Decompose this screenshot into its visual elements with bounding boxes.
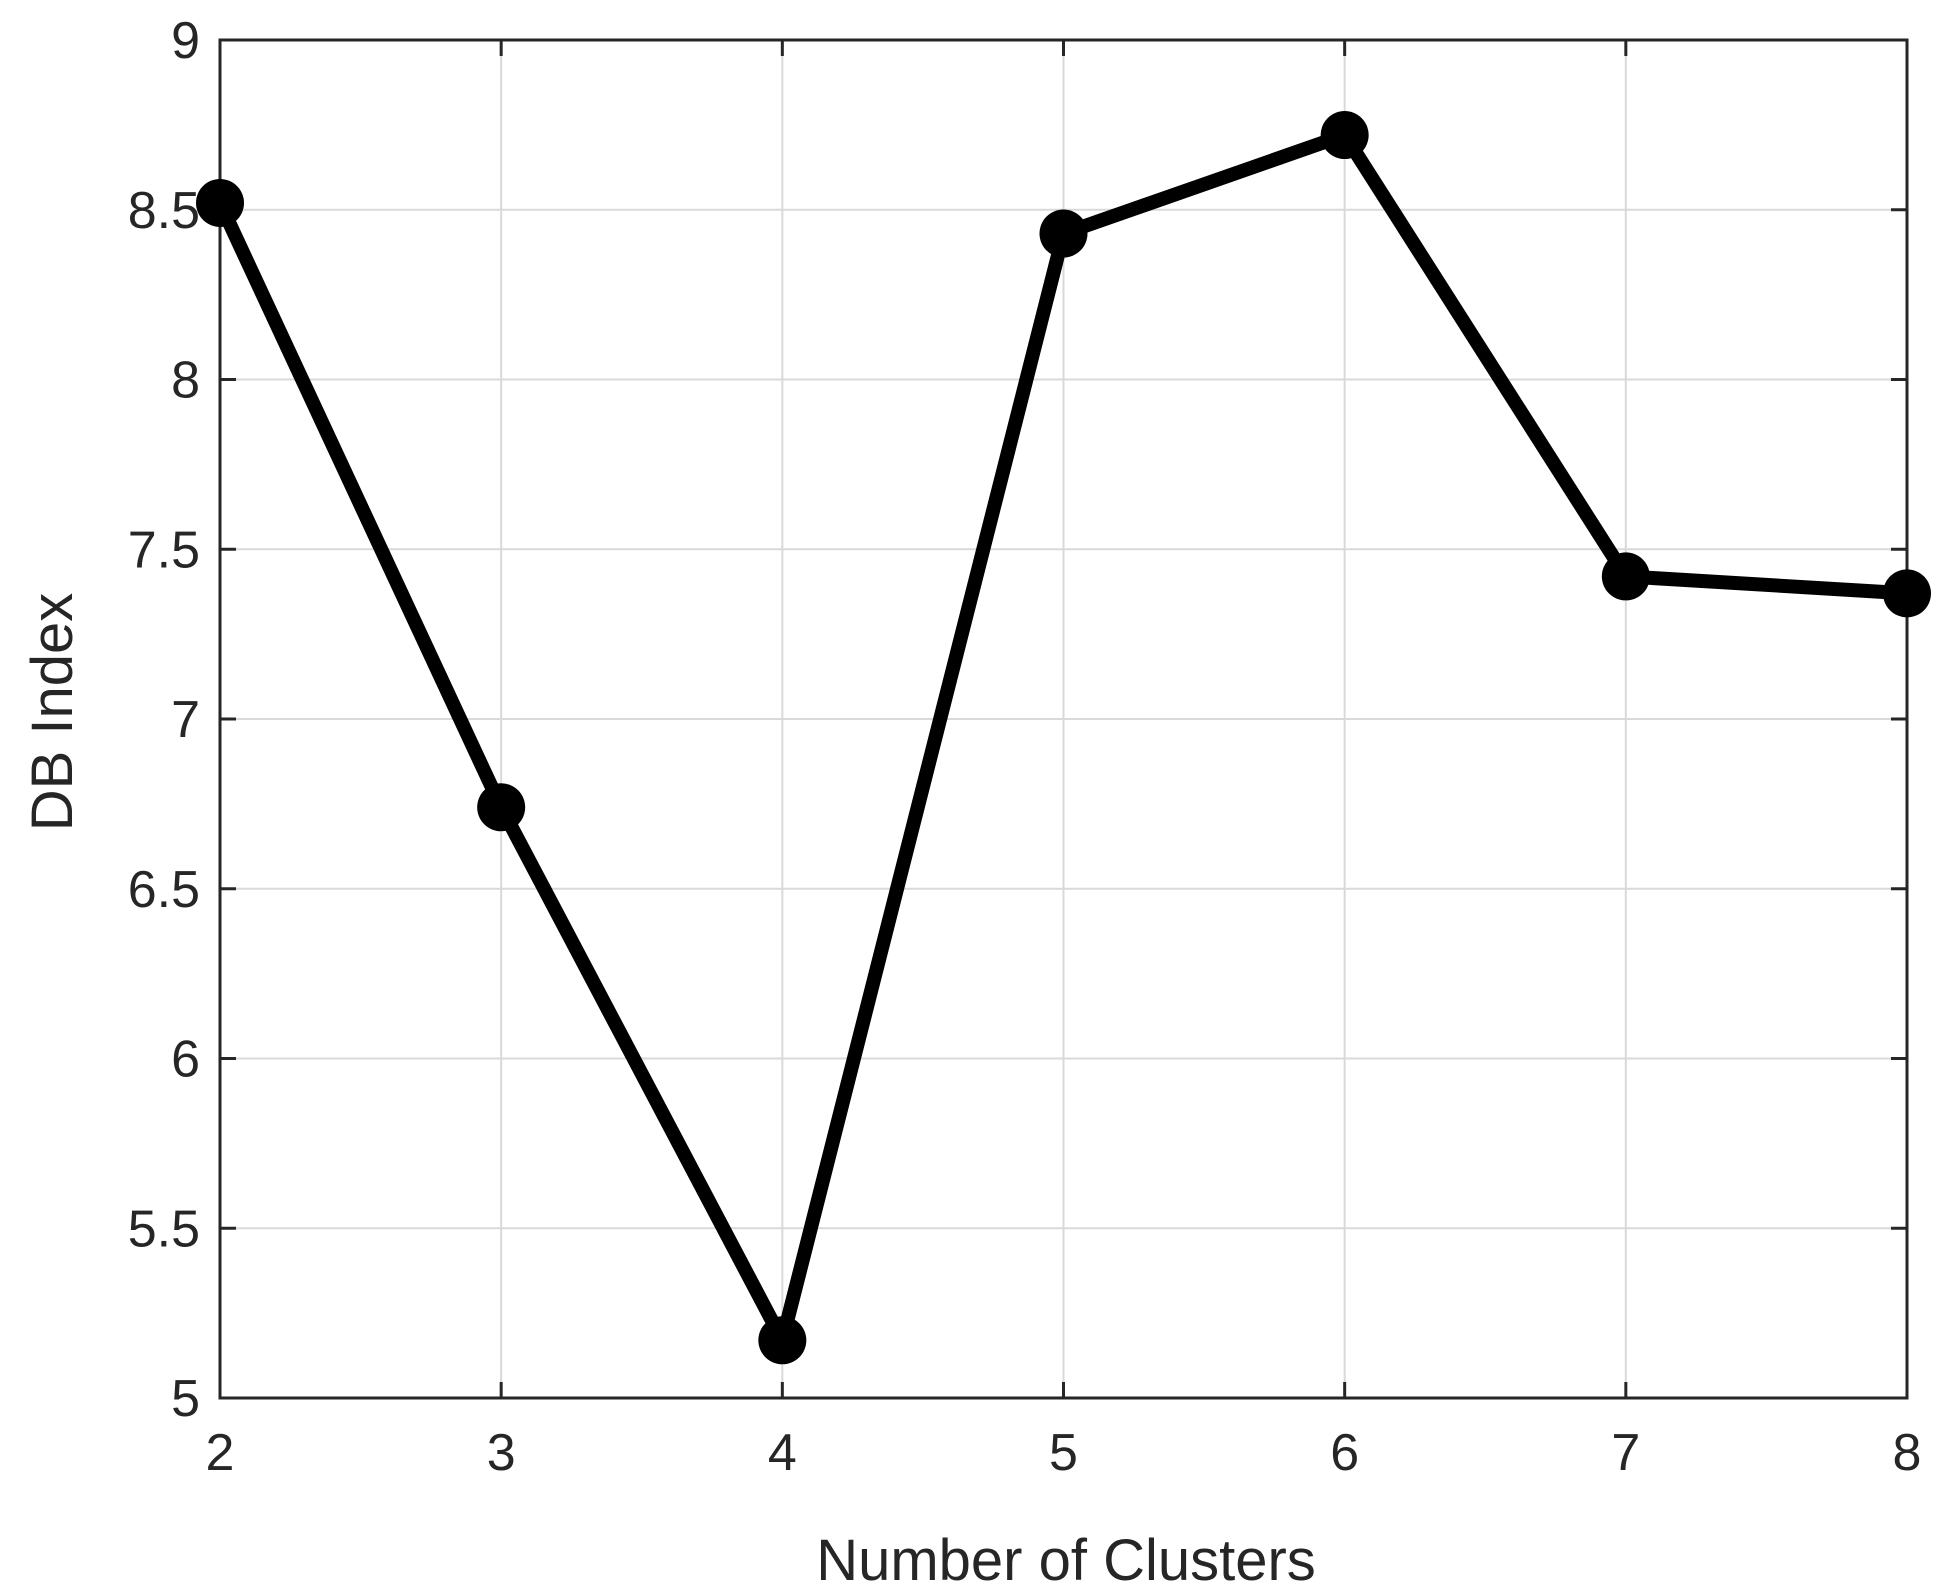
y-tick-label: 7.5: [128, 521, 200, 579]
y-tick-label: 7: [171, 691, 200, 749]
data-point: [1601, 552, 1650, 601]
y-tick-label: 8.5: [128, 182, 200, 240]
data-point: [758, 1316, 807, 1365]
x-tick-label: 6: [1330, 1424, 1359, 1482]
y-tick-label: 8: [171, 352, 200, 410]
y-tick-label: 6: [171, 1031, 200, 1089]
x-tick-label: 2: [206, 1424, 235, 1482]
tick-labels: 2 3 4 5 6 7 8 5 5.5 6 6.5 7 7.5 8 8.5 9: [128, 12, 1922, 1482]
data-point: [196, 178, 244, 227]
x-tick-label: 4: [768, 1424, 797, 1482]
axes: [218, 38, 1909, 1400]
x-axis-title: Number of Clusters: [816, 1528, 1316, 1590]
y-axis-title: DB Index: [20, 593, 85, 832]
y-tick-label: 6.5: [128, 861, 200, 919]
data-point: [1039, 209, 1088, 258]
y-tick-label: 5: [171, 1370, 200, 1428]
x-tick-label: 3: [487, 1424, 516, 1482]
y-tick-label: 5.5: [128, 1200, 200, 1258]
series: [196, 111, 1931, 1365]
data-point: [477, 783, 526, 832]
grid: [220, 40, 1907, 1398]
x-tick-label: 5: [1049, 1424, 1078, 1482]
data-point: [1883, 569, 1931, 618]
data-point: [1320, 111, 1369, 160]
x-tick-label: 8: [1893, 1424, 1922, 1482]
x-tick-label: 7: [1611, 1424, 1640, 1482]
y-tick-label: 9: [171, 12, 200, 70]
